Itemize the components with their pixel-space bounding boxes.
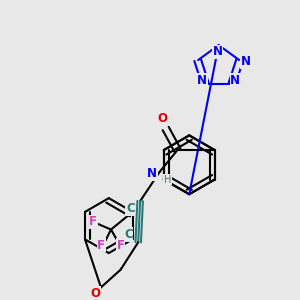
Text: O: O xyxy=(90,287,100,300)
Text: F: F xyxy=(89,215,98,228)
Text: C: C xyxy=(126,202,135,215)
Text: O: O xyxy=(158,112,168,125)
Text: F: F xyxy=(97,239,105,252)
Text: C: C xyxy=(124,228,133,241)
Text: F: F xyxy=(117,239,125,252)
Text: N: N xyxy=(213,46,223,59)
Text: N: N xyxy=(241,56,251,68)
Text: N: N xyxy=(230,74,240,87)
Text: H: H xyxy=(164,175,171,184)
Text: N: N xyxy=(197,74,207,87)
Text: N: N xyxy=(147,167,157,180)
